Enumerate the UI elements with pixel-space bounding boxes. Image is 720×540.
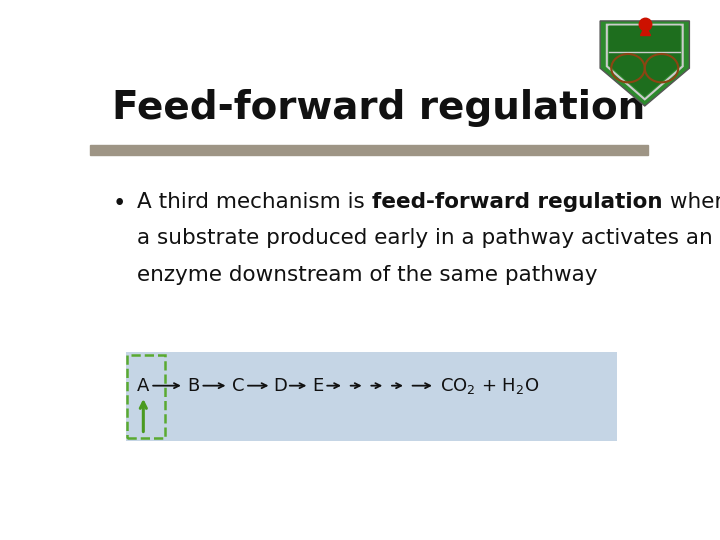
Text: a substrate produced early in a pathway activates an: a substrate produced early in a pathway … <box>138 228 714 248</box>
Text: C: C <box>232 377 244 395</box>
Polygon shape <box>600 21 690 106</box>
Text: A third mechanism is: A third mechanism is <box>138 192 372 212</box>
Bar <box>90 145 648 156</box>
Text: A: A <box>137 377 149 395</box>
Text: B: B <box>187 377 199 395</box>
Bar <box>127 355 166 438</box>
Text: enzyme downstream of the same pathway: enzyme downstream of the same pathway <box>138 265 598 285</box>
Text: E: E <box>312 377 323 395</box>
Text: Feed-forward regulation: Feed-forward regulation <box>112 90 646 127</box>
Text: feed-forward regulation: feed-forward regulation <box>372 192 662 212</box>
Polygon shape <box>609 26 680 97</box>
Text: CO$_2$ + H$_2$O: CO$_2$ + H$_2$O <box>441 376 540 396</box>
Text: •: • <box>112 192 126 214</box>
Text: where: where <box>662 192 720 212</box>
Text: D: D <box>273 377 287 395</box>
Bar <box>126 352 617 441</box>
